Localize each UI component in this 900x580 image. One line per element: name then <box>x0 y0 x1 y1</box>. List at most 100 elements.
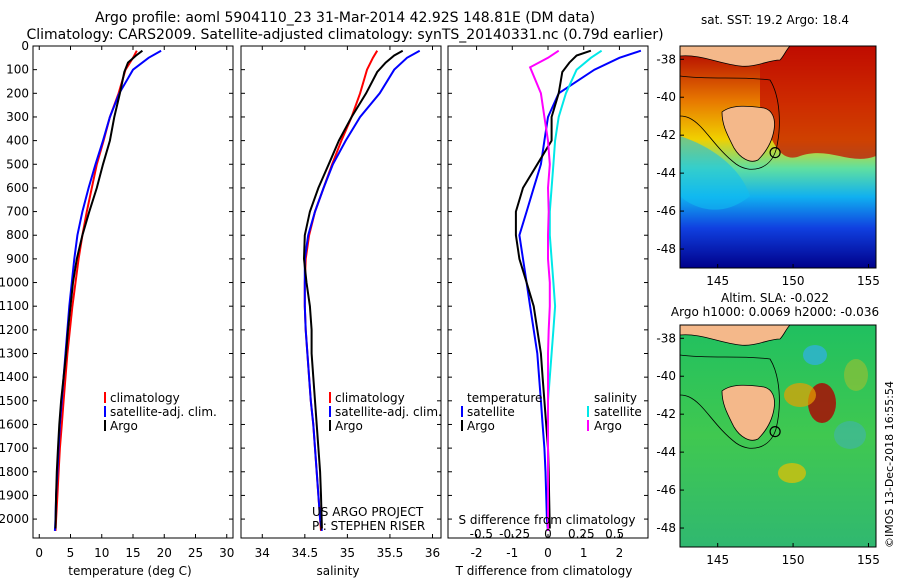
salinity-legend: climatology satellite-adj. clim. Argo <box>329 391 442 433</box>
sst-map-area <box>680 46 876 268</box>
map-lat-tick-label: -38 <box>656 52 676 66</box>
sla-high-anomaly-2 <box>784 383 816 407</box>
map-lat-tick-label: -46 <box>656 483 676 497</box>
temperature-x-tick-label: 5 <box>67 546 75 560</box>
series-line-t-argo <box>514 49 592 529</box>
salinity-x-axis-label: salinity <box>316 564 359 578</box>
sla-low-anomaly-2 <box>844 359 868 391</box>
salinity-x-tick-label: 35 <box>340 546 355 560</box>
temperature-legend-argo: Argo <box>110 419 138 433</box>
t-difference-x-tick-label: 2 <box>616 546 624 560</box>
temperature-x-tick-label: 30 <box>219 546 234 560</box>
sst-map-panel: sat. SST: 19.2 Argo: 18.4 -38 -40 -42 -44 -4… <box>656 13 880 288</box>
map-lat-tick-label: -48 <box>656 242 676 256</box>
s-difference-tick-label: 0.5 <box>605 527 624 541</box>
sst-bathymetry-contour <box>680 75 780 170</box>
series-line-argo <box>302 49 404 529</box>
depth-tick-label: 1600 <box>0 417 29 431</box>
map-lat-tick-label: -44 <box>656 166 676 180</box>
map-lat-tick-label: -40 <box>656 369 676 383</box>
depth-tick-label: 2000 <box>0 512 29 526</box>
map-lon-tick-label: 150 <box>782 553 805 567</box>
depth-tick-label: 100 <box>6 63 29 77</box>
temperature-x-tick-label: 15 <box>125 546 140 560</box>
series-line-satellite-adj-clim- <box>303 49 421 532</box>
depth-tick-label: 1200 <box>0 323 29 337</box>
series-line-s-satellite <box>547 49 603 531</box>
temperature-legend: climatology satellite-adj. clim. Argo <box>104 391 217 433</box>
salinity-x-tick-label: 34.5 <box>291 546 318 560</box>
depth-tick-label: 1800 <box>0 465 29 479</box>
sst-mainland-australia <box>680 46 791 67</box>
difference-legend-t-satellite: satellite <box>467 405 515 419</box>
depth-tick-label: 200 <box>6 86 29 100</box>
sla-bathymetry-contour <box>680 354 780 449</box>
depth-tick-label: 1700 <box>0 441 29 455</box>
s-difference-tick-label: 0 <box>544 527 552 541</box>
difference-legend-temperature-title: temperature <box>467 391 542 405</box>
temperature-x-tick-label: 10 <box>94 546 109 560</box>
depth-tick-label: 1500 <box>0 394 29 408</box>
map-lon-tick-label: 155 <box>857 553 880 567</box>
depth-tick-label: 700 <box>6 205 29 219</box>
s-difference-tick-label: 0.25 <box>568 527 595 541</box>
temperature-legend-satellite: satellite-adj. clim. <box>110 405 217 419</box>
map-lat-tick-label: -48 <box>656 521 676 535</box>
t-difference-x-tick-label: -1 <box>506 546 518 560</box>
salinity-x-tick-label: 35.5 <box>377 546 404 560</box>
sla-mainland-australia <box>680 325 791 346</box>
sla-map-frame <box>679 324 877 548</box>
s-difference-axis-label: S difference from climatology <box>459 513 636 527</box>
project-annotation: US ARGO PROJECT <box>312 505 424 519</box>
map-lat-tick-label: -40 <box>656 90 676 104</box>
temperature-panel: 0100200300400500600700800900100011001200… <box>0 39 234 578</box>
pi-annotation: PI: STEPHEN RISER <box>312 519 425 533</box>
sla-map-panel: Altim. SLA: -0.022 Argo h1000: 0.0069 h2… <box>656 291 880 567</box>
s-difference-tick-label: -0.5 <box>470 527 493 541</box>
salinity-legend-climatology: climatology <box>335 391 405 405</box>
salinity-legend-argo: Argo <box>335 419 363 433</box>
depth-tick-label: 1400 <box>0 370 29 384</box>
depth-tick-label: 1300 <box>0 347 29 361</box>
series-line-t-satellite <box>518 49 642 531</box>
t-difference-x-tick-label: 0 <box>544 546 552 560</box>
salinity-legend-satellite: satellite-adj. clim. <box>335 405 442 419</box>
map-lat-tick-label: -42 <box>656 407 676 421</box>
temperature-x-tick-label: 25 <box>188 546 203 560</box>
sla-map-area <box>680 325 876 547</box>
series-line-satellite-adj-clim- <box>53 49 162 531</box>
difference-legend-salinity-title: salinity <box>594 391 637 405</box>
series-line-climatology <box>54 50 138 531</box>
sla-high-anomaly-3 <box>778 463 806 483</box>
temperature-x-tick-label: 20 <box>157 546 172 560</box>
sst-map-frame <box>679 45 877 269</box>
map-lat-tick-label: -44 <box>656 445 676 459</box>
salinity-x-tick-label: 34 <box>255 546 270 560</box>
map-lat-tick-label: -46 <box>656 204 676 218</box>
depth-tick-label: 1100 <box>0 299 29 313</box>
series-line-s-argo <box>528 49 560 531</box>
map-lat-tick-label: -42 <box>656 128 676 142</box>
s-difference-tick-label: -0.25 <box>499 527 530 541</box>
depth-tick-label: 400 <box>6 134 29 148</box>
difference-legend-t-argo: Argo <box>467 419 495 433</box>
depth-tick-label: 500 <box>6 157 29 171</box>
map-lon-tick-label: 145 <box>706 553 729 567</box>
depth-tick-label: 600 <box>6 181 29 195</box>
figure-title-line-1: Argo profile: aoml 5904110_23 31-Mar-201… <box>95 10 595 26</box>
sst-warm-tongue <box>760 46 876 159</box>
t-difference-x-tick-label: -2 <box>471 546 483 560</box>
salinity-plot-frame <box>240 45 442 539</box>
depth-tick-label: 1000 <box>0 276 29 290</box>
sla-map-subtitle: Argo h1000: 0.0069 h2000: -0.036 <box>671 305 879 319</box>
sst-map-title: sat. SST: 19.2 Argo: 18.4 <box>701 13 849 27</box>
sla-low-anomaly-1 <box>803 345 827 365</box>
depth-tick-label: 0 <box>21 39 29 53</box>
sst-argo-float-marker <box>769 146 781 159</box>
map-lon-tick-label: 150 <box>782 274 805 288</box>
figure-title-line-2: Climatology: CARS2009. Satellite-adjuste… <box>26 27 663 43</box>
sla-map-title: Altim. SLA: -0.022 <box>721 291 829 305</box>
sla-tasmania <box>721 384 775 441</box>
sst-tasmania <box>721 105 775 162</box>
